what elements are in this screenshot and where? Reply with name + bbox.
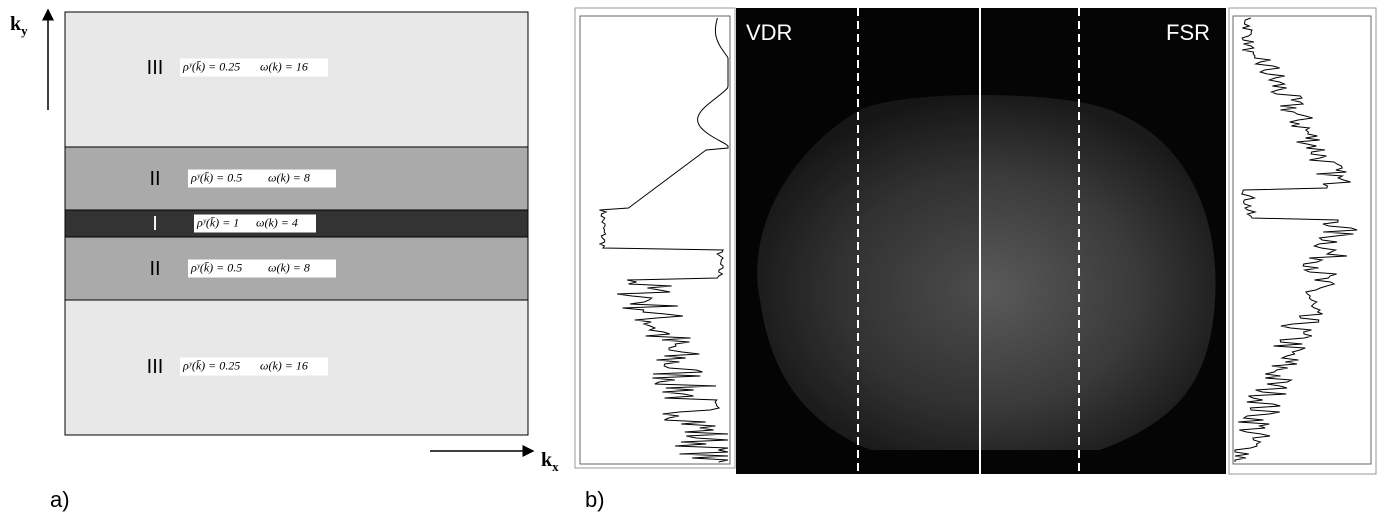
profile-left bbox=[598, 17, 729, 463]
region-label: III bbox=[147, 356, 164, 378]
formula-omega: ω(k) = 16 bbox=[260, 59, 308, 73]
formula-rho: ρʸ(k̄) = 0.25 bbox=[182, 358, 240, 372]
profile-box-left bbox=[574, 7, 736, 469]
caption-b: b) bbox=[585, 487, 605, 512]
formula-omega: ω(k) = 8 bbox=[268, 170, 310, 184]
region bbox=[64, 11, 529, 148]
region-label: I bbox=[152, 213, 158, 235]
panel-b: VDR FSR b) bbox=[574, 7, 1377, 512]
profile-frame-right bbox=[1232, 15, 1372, 465]
formula-rho: ρʸ(k̄) = 0.25 bbox=[182, 59, 240, 73]
formula-omega: ω(k) = 4 bbox=[256, 215, 298, 229]
mri-left-shade bbox=[736, 8, 980, 474]
formula-bg bbox=[188, 259, 336, 278]
formula-bg bbox=[180, 357, 328, 376]
region-label: II bbox=[149, 168, 160, 190]
formula-rho: ρʸ(k̄) = 0.5 bbox=[190, 170, 242, 184]
formula-omega: ω(k) = 8 bbox=[268, 260, 310, 274]
fsr-label: FSR bbox=[1166, 20, 1210, 45]
vdr-label: VDR bbox=[746, 20, 792, 45]
formula-rho: ρʸ(k̄) = 1 bbox=[196, 215, 239, 229]
formula-bg bbox=[194, 214, 316, 233]
mri-anatomy bbox=[757, 95, 1216, 450]
formula-rho: ρʸ(k̄) = 0.5 bbox=[190, 260, 242, 274]
region-label: III bbox=[147, 57, 164, 79]
profile-right bbox=[1234, 17, 1358, 462]
formula-bg bbox=[188, 169, 336, 188]
formula-omega: ω(k) = 16 bbox=[260, 358, 308, 372]
formula-bg bbox=[180, 58, 328, 77]
caption-a: a) bbox=[50, 487, 70, 512]
ky-label: ky bbox=[10, 13, 28, 38]
profile-frame-left bbox=[579, 15, 731, 465]
profile-box-right bbox=[1228, 7, 1377, 475]
region-label: II bbox=[149, 258, 160, 280]
kx-label: kx bbox=[541, 449, 559, 474]
